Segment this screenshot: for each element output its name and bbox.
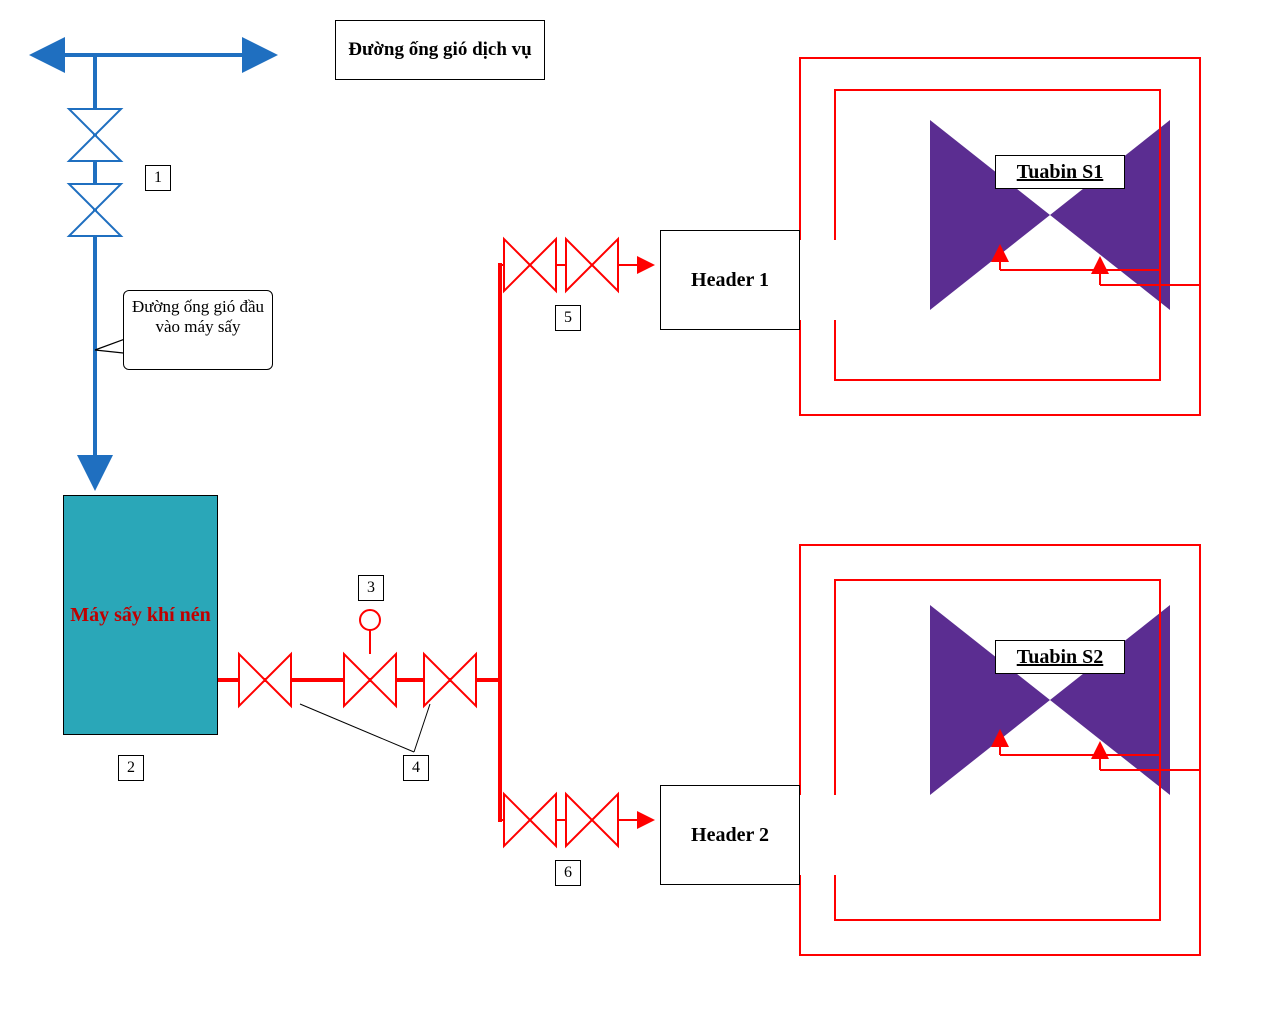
num-label-2: 2 xyxy=(118,755,144,781)
num-label-6: 6 xyxy=(555,860,581,886)
header-text: Header 1 xyxy=(691,269,769,292)
turbine-label-2: Tuabin S2 xyxy=(995,640,1125,674)
num-label-3: 3 xyxy=(358,575,384,601)
callout-text: Đường ống gió đầu vào máy sấy xyxy=(132,297,264,336)
header-text: Header 2 xyxy=(691,824,769,847)
turbine-label-1: Tuabin S1 xyxy=(995,155,1125,189)
dryer-box: Máy sấy khí nén xyxy=(63,495,218,735)
title-text: Đường ống gió dịch vụ xyxy=(348,39,531,61)
num-label-5: 5 xyxy=(555,305,581,331)
title-box: Đường ống gió dịch vụ xyxy=(335,20,545,80)
num-label-1: 1 xyxy=(145,165,171,191)
header-box-1: Header 1 xyxy=(660,230,800,330)
num-label-4: 4 xyxy=(403,755,429,781)
header-box-2: Header 2 xyxy=(660,785,800,885)
dryer-text: Máy sấy khí nén xyxy=(70,604,211,627)
callout-box: Đường ống gió đầu vào máy sấy xyxy=(123,290,273,370)
